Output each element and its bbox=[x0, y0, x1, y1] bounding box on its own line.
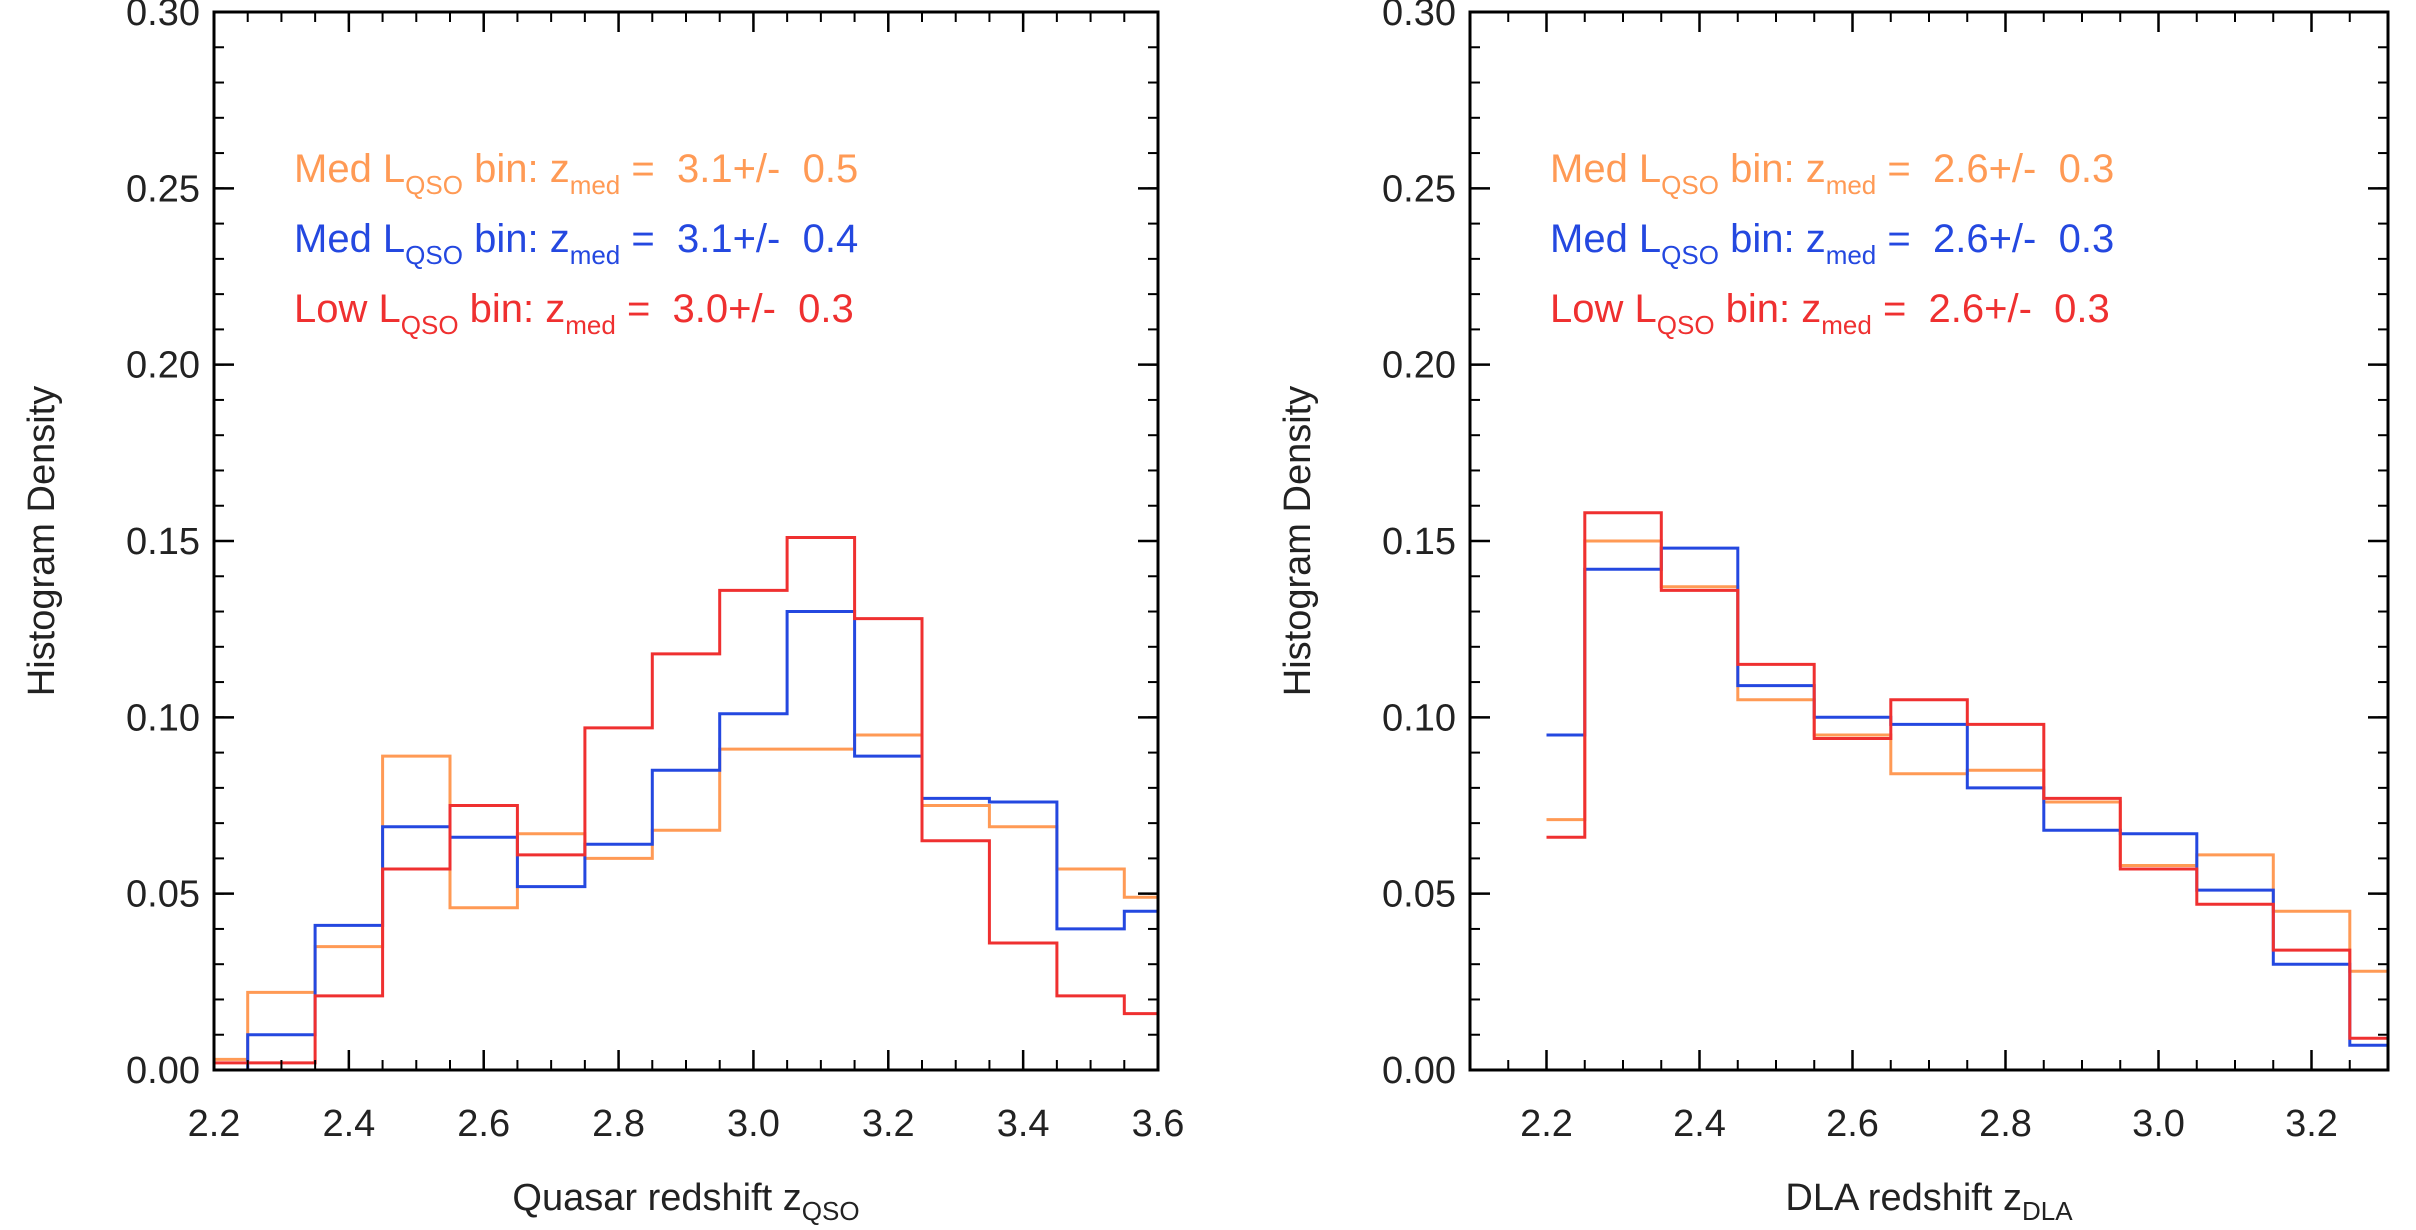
chart-1-legend-prefix: Med L bbox=[1550, 217, 1661, 261]
chart-1-legend-mid: bin: z bbox=[1715, 287, 1822, 331]
chart-0-ytick-label: 0.05 bbox=[126, 874, 200, 916]
chart-0-ytick-label: 0.20 bbox=[126, 345, 200, 387]
chart-0-legend-entry-2: Low LQSO bin: zmed = 3.0+/- 0.3 bbox=[294, 287, 854, 340]
chart-0-xtick-label: 2.2 bbox=[188, 1103, 241, 1145]
chart-0-series-0-line bbox=[214, 733, 1158, 1061]
chart-1-ytick-label: 0.30 bbox=[1382, 0, 1456, 34]
chart-1-xtick-label: 2.2 bbox=[1520, 1103, 1573, 1145]
chart-0-legend-sub-qso: QSO bbox=[405, 170, 463, 200]
chart-1-yaxis-title: Histogram Density bbox=[1277, 386, 1319, 696]
chart-1-xtick-label: 3.0 bbox=[2132, 1103, 2185, 1145]
chart-1-legend-sub-qso: QSO bbox=[1657, 310, 1715, 340]
chart-1-ytick-label: 0.20 bbox=[1382, 345, 1456, 387]
chart-0-legend-suffix: = 3.1+/- 0.5 bbox=[620, 147, 858, 191]
chart-1-xtick-label: 3.2 bbox=[2285, 1103, 2338, 1145]
chart-1-xaxis-title: DLA redshift zDLA bbox=[1785, 1177, 2073, 1226]
chart-0-xaxis-title: Quasar redshift zQSO bbox=[512, 1177, 859, 1226]
chart-0-legend-sub-qso: QSO bbox=[401, 310, 459, 340]
chart-1-legend-entry-0: Med LQSO bin: zmed = 2.6+/- 0.3 bbox=[1550, 147, 2114, 200]
chart-0-xtick-label: 2.4 bbox=[322, 1103, 375, 1145]
chart-1-legend-sub-med: med bbox=[1826, 170, 1877, 200]
chart-1-xtick-label: 2.4 bbox=[1673, 1103, 1726, 1145]
chart-0-yaxis-title: Histogram Density bbox=[21, 386, 63, 696]
chart-0-legend-sub-med: med bbox=[570, 240, 621, 270]
chart-0-legend-entry-0: Med LQSO bin: zmed = 3.1+/- 0.5 bbox=[294, 147, 858, 200]
chart-0-series-2-line bbox=[214, 536, 1158, 1065]
chart-0-legend-suffix: = 3.1+/- 0.4 bbox=[620, 217, 858, 261]
chart-1-legend-entry-2: Low LQSO bin: zmed = 2.6+/- 0.3 bbox=[1550, 287, 2110, 340]
chart-0-ytick-label: 0.30 bbox=[126, 0, 200, 34]
chart-0-ytick-label: 0.15 bbox=[126, 521, 200, 563]
chart-0-ytick-label: 0.10 bbox=[126, 697, 200, 739]
chart-1-legend-sub-qso: QSO bbox=[1661, 240, 1719, 270]
chart-1-legend-suffix: = 2.6+/- 0.3 bbox=[1872, 287, 2110, 331]
chart-0-legend-mid: bin: z bbox=[459, 287, 566, 331]
chart-1-xaxis-title-sub: DLA bbox=[2022, 1196, 2073, 1226]
chart-1-legend-mid: bin: z bbox=[1719, 147, 1826, 191]
chart-0-xtick-label: 2.6 bbox=[457, 1103, 510, 1145]
chart-1-ytick-label: 0.00 bbox=[1382, 1050, 1456, 1092]
chart-0-xaxis-title-sub: QSO bbox=[802, 1196, 860, 1226]
chart-0-xtick-label: 3.0 bbox=[727, 1103, 780, 1145]
chart-1-ytick-label: 0.15 bbox=[1382, 521, 1456, 563]
chart-0-xtick-label: 2.8 bbox=[592, 1103, 645, 1145]
chart-0-ytick-label: 0.00 bbox=[126, 1050, 200, 1092]
chart-0-legend-sub-med: med bbox=[570, 170, 621, 200]
chart-0-series-group bbox=[214, 536, 1158, 1070]
chart-1-ytick-label: 0.05 bbox=[1382, 874, 1456, 916]
chart-0-xtick-label: 3.4 bbox=[997, 1103, 1050, 1145]
chart-0-legend-prefix: Med L bbox=[294, 147, 405, 191]
chart-1-series-1-line bbox=[1546, 546, 2388, 1047]
chart-1-xtick-label: 2.6 bbox=[1826, 1103, 1879, 1145]
chart-1-legend-entry-1: Med LQSO bin: zmed = 2.6+/- 0.3 bbox=[1550, 217, 2114, 270]
chart-1-xaxis-title-main: DLA redshift z bbox=[1785, 1177, 2022, 1219]
chart-1-legend-sub-qso: QSO bbox=[1661, 170, 1719, 200]
chart-0-xtick-label: 3.6 bbox=[1132, 1103, 1185, 1145]
chart-1-ytick-label: 0.25 bbox=[1382, 168, 1456, 210]
chart-0-ytick-label: 0.25 bbox=[126, 168, 200, 210]
chart-0-legend-prefix: Low L bbox=[294, 287, 401, 331]
chart-1-legend-prefix: Med L bbox=[1550, 147, 1661, 191]
chart-0-legend-sub-med: med bbox=[565, 310, 616, 340]
chart-0-legend-entry-1: Med LQSO bin: zmed = 3.1+/- 0.4 bbox=[294, 217, 858, 270]
chart-1-legend-sub-med: med bbox=[1826, 240, 1877, 270]
chart-1-series-group bbox=[1546, 511, 2388, 1047]
chart-0-xaxis-title-main: Quasar redshift z bbox=[512, 1177, 801, 1219]
chart-0-xtick-label: 3.2 bbox=[862, 1103, 915, 1145]
chart-1-series-2-line bbox=[1546, 511, 2388, 1040]
chart-0-legend-prefix: Med L bbox=[294, 217, 405, 261]
chart-1-xtick-label: 2.8 bbox=[1979, 1103, 2032, 1145]
chart-0-series-1-line bbox=[214, 610, 1158, 1070]
chart-0-legend-mid: bin: z bbox=[463, 147, 570, 191]
chart-1-legend-suffix: = 2.6+/- 0.3 bbox=[1876, 217, 2114, 261]
chart-1-legend-prefix: Low L bbox=[1550, 287, 1657, 331]
chart-1-legend-suffix: = 2.6+/- 0.3 bbox=[1876, 147, 2114, 191]
chart-1-legend-mid: bin: z bbox=[1719, 217, 1826, 261]
chart-0-legend-mid: bin: z bbox=[463, 217, 570, 261]
chart-0-legend-sub-qso: QSO bbox=[405, 240, 463, 270]
chart-1-legend-sub-med: med bbox=[1821, 310, 1872, 340]
chart-1-ytick-label: 0.10 bbox=[1382, 697, 1456, 739]
chart-0-legend-suffix: = 3.0+/- 0.3 bbox=[616, 287, 854, 331]
panel-quasar-redshift: 2.2 2.4 2.6 2.8 3.0 3.2 3.4 3.6 0.00 0.05 0.10 0.15… bbox=[21, 0, 1185, 1226]
panel-dla-redshift: 2.2 2.4 2.6 2.8 3.0 3.2 0.00 0.05 0.10 0.15 0.20 0.… bbox=[1277, 0, 2390, 1226]
